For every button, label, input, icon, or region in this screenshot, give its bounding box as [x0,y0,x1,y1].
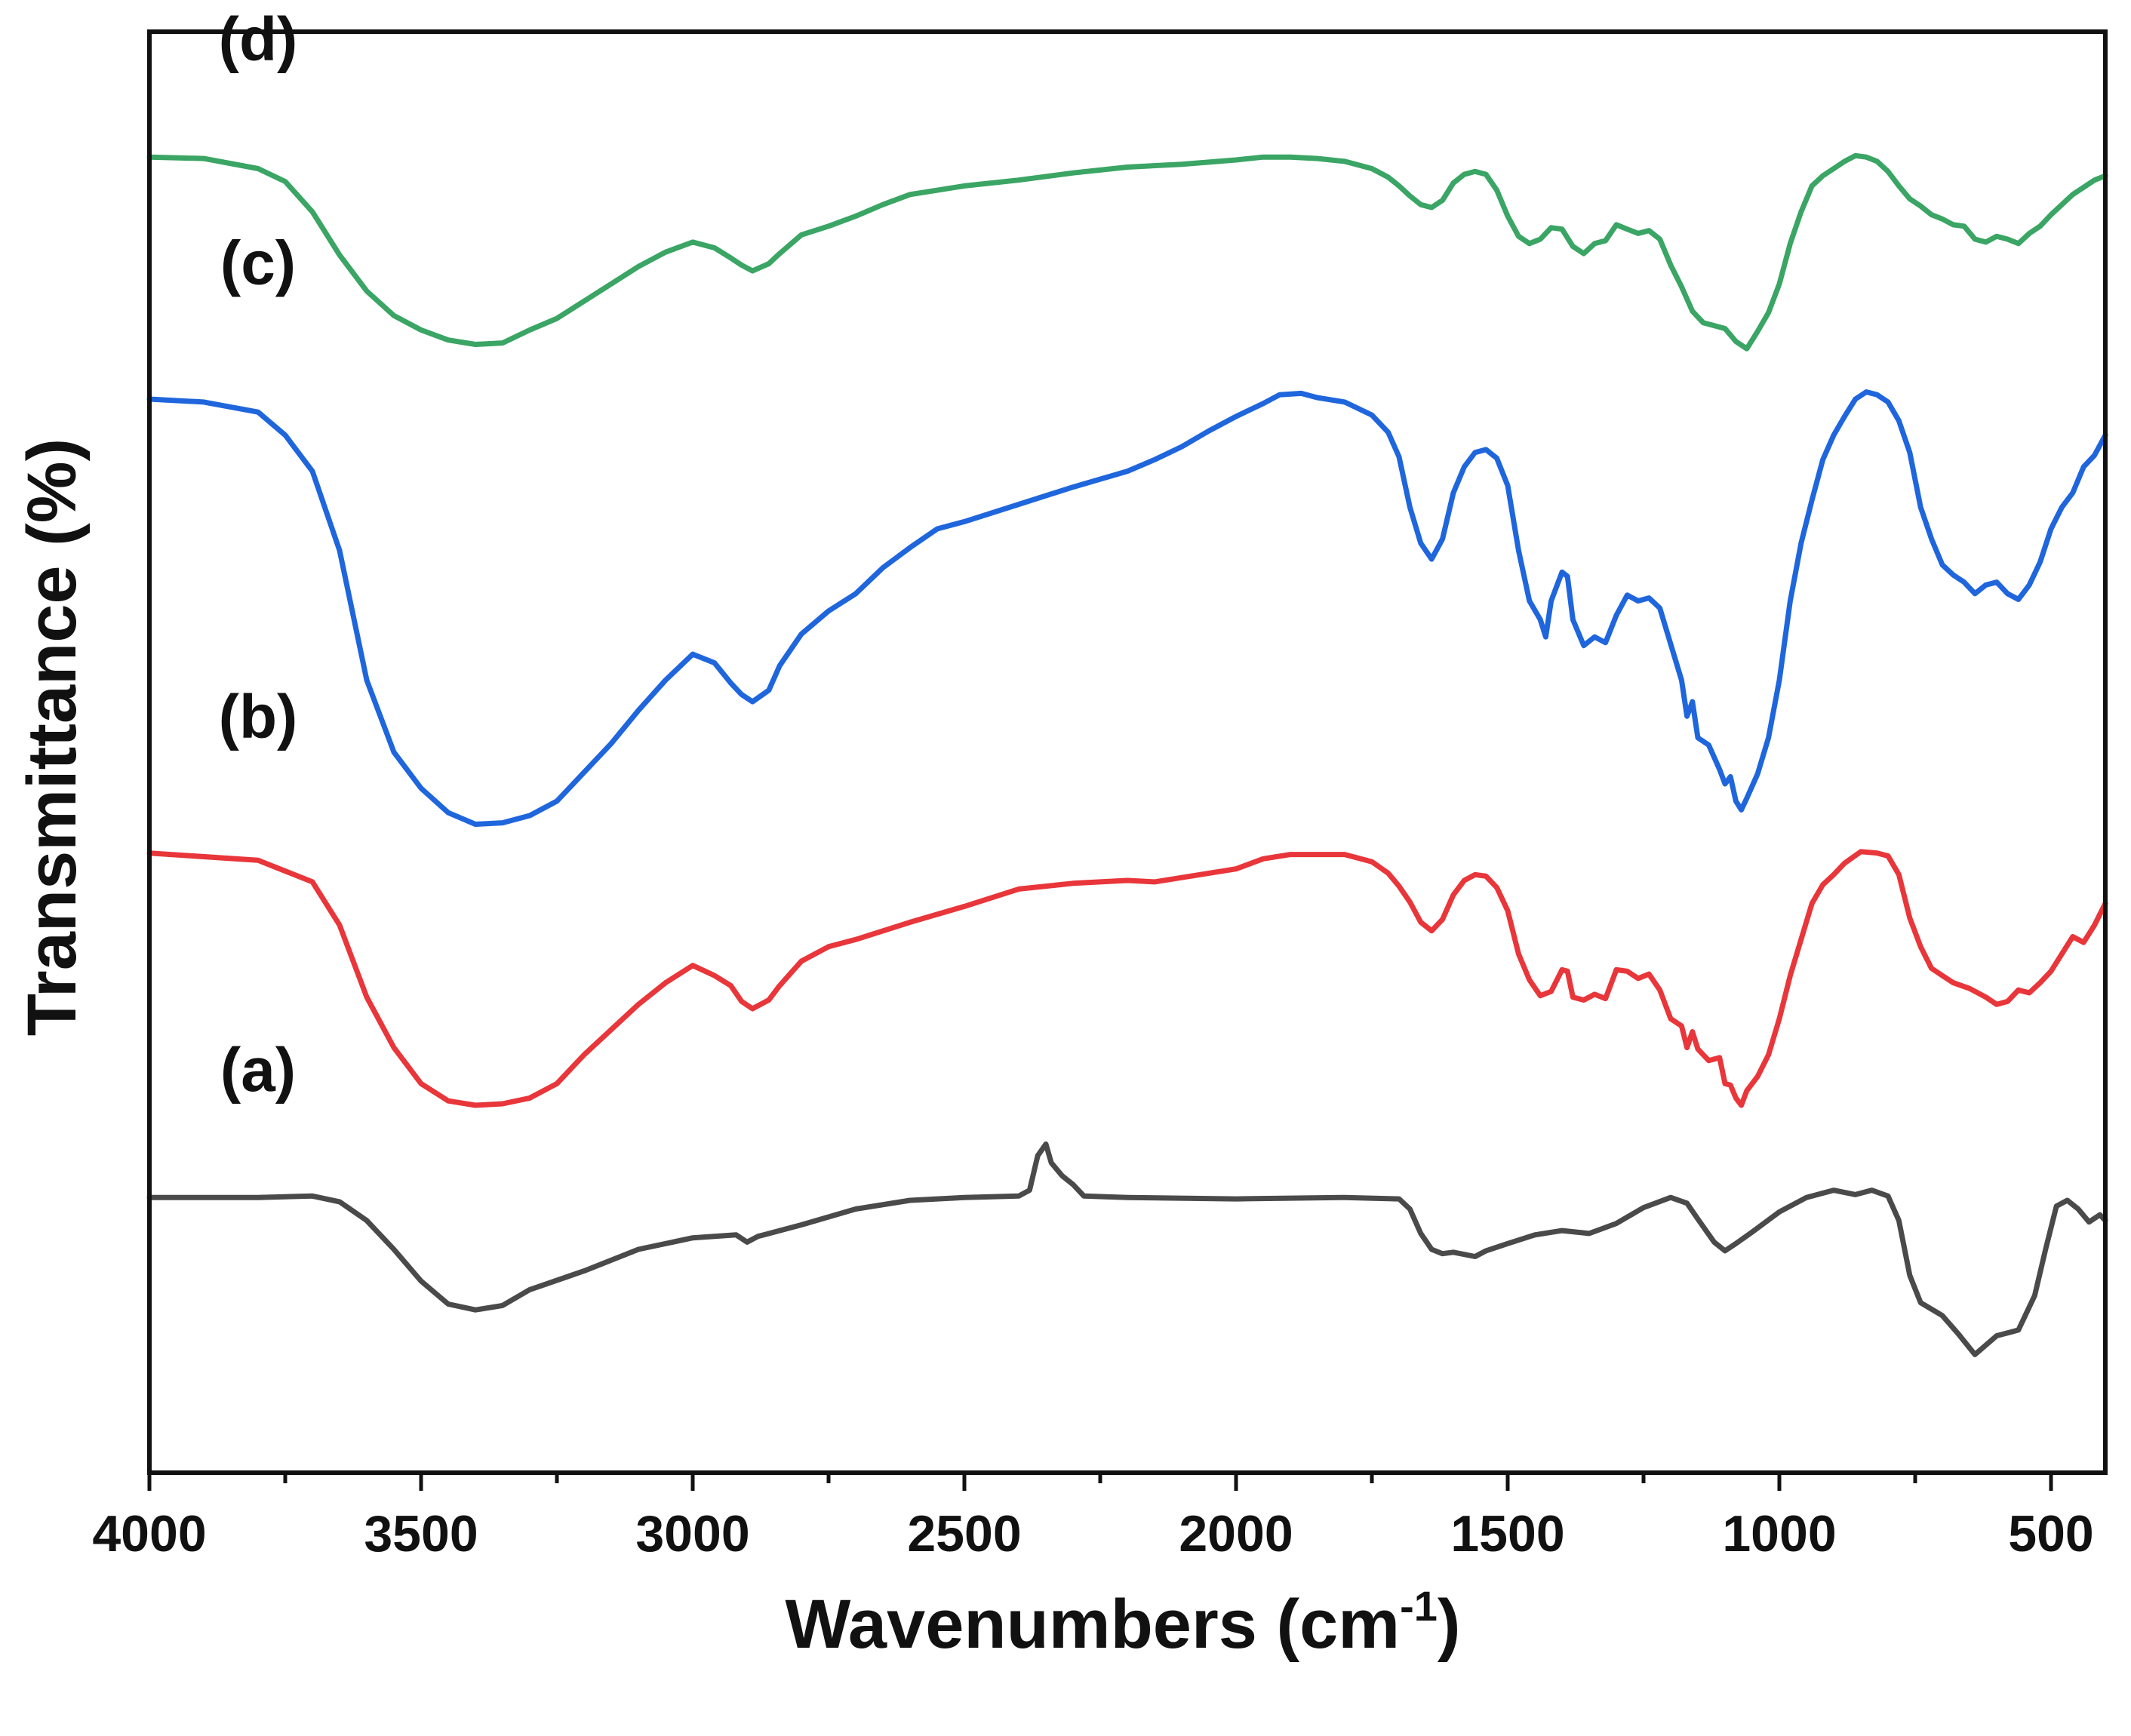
x-tick-label: 2000 [1179,1505,1293,1562]
x-axis-title-close: ) [1438,1586,1461,1663]
series-line-2 [146,389,2108,827]
series-line-1 [146,849,2108,1108]
y-axis-title: Transmittance (%) [14,438,91,1036]
x-tick-label: 1500 [1450,1505,1564,1562]
series-label-2: (c) [220,229,296,297]
series-label-layer: (a) (b) (c) (d) [219,5,298,1105]
x-tick-label: 3500 [364,1505,478,1562]
x-tick-label: 500 [2008,1505,2093,1562]
series-label-0: (a) [220,1036,296,1105]
x-tick-label: 2500 [907,1505,1021,1562]
x-tick-label: 3000 [635,1505,749,1562]
series-layer [146,152,2108,1357]
series-line-0 [146,1141,2108,1357]
x-tick-label: 1000 [1722,1505,1836,1562]
series-label-3: (d) [219,5,298,74]
x-axis-title-main: Wavenumbers (cm [785,1586,1400,1663]
plot-frame [147,29,2108,1475]
x-axis-title-superscript: -1 [1400,1582,1438,1630]
series-line-3 [146,152,2108,352]
x-axis-title: Wavenumbers (cm-1) [785,1582,1460,1663]
x-tick-label: 4000 [92,1505,206,1562]
series-label-1: (b) [219,683,298,751]
x-axis-ticks: 4000 3500 3000 2500 2000 1500 1000 500 [92,1473,2094,1562]
